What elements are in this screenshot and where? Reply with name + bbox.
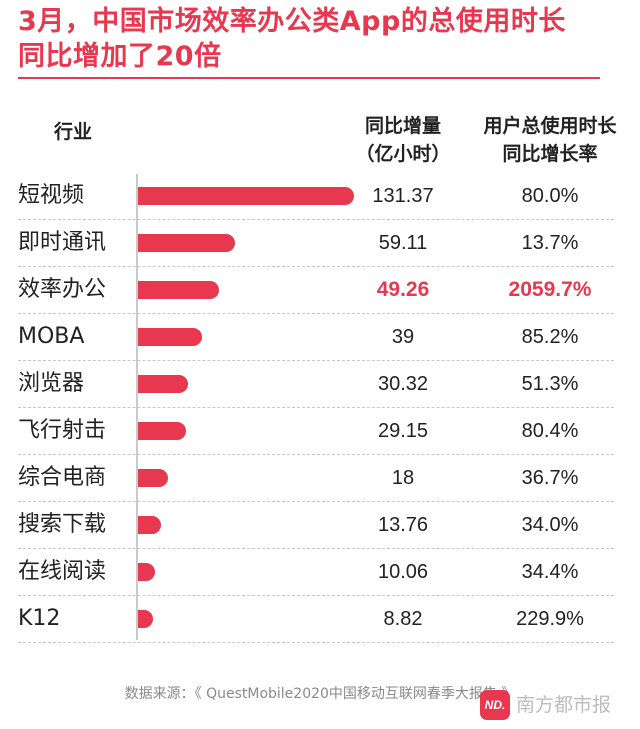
- row-divider: [18, 407, 614, 408]
- usage-value-label: 18: [391, 467, 415, 489]
- category-label: MOBA: [18, 324, 85, 349]
- column-header-usage-line-2: （亿小时）: [355, 143, 451, 165]
- category-label: 浏览器: [18, 371, 85, 396]
- bar-8: [138, 563, 155, 581]
- row-divider: [18, 595, 614, 596]
- usage-value-label: 49.26: [376, 278, 430, 301]
- category-label: 在线阅读: [18, 559, 107, 584]
- growth-value-label: 85.2%: [521, 326, 579, 348]
- category-label: 即时通讯: [18, 230, 107, 255]
- usage-value-label: 29.15: [377, 420, 429, 442]
- bar-5: [138, 422, 186, 440]
- growth-value-label: 36.7%: [521, 467, 579, 489]
- category-label: 搜索下载: [18, 512, 107, 537]
- bar-0: [138, 187, 354, 205]
- column-header-growth: 用户总使用时长 同比增长率: [470, 112, 630, 168]
- category-label: 飞行射击: [18, 418, 107, 443]
- usage-value-label: 10.06: [377, 561, 429, 583]
- category-label: K12: [18, 606, 61, 631]
- category-label: 短视频: [18, 183, 85, 208]
- growth-value-label: 13.7%: [521, 232, 579, 254]
- title-line-2: 同比增加了20倍: [18, 41, 222, 72]
- usage-value-label: 8.82: [383, 608, 423, 630]
- row-divider: [18, 548, 614, 549]
- source-note: 数据来源：《 QuestMobile2020中国移动互联网春季大报告 》: [124, 686, 516, 702]
- column-header-growth-line-2: 同比增长率: [502, 143, 598, 165]
- bar-3: [138, 328, 203, 346]
- growth-value-label: 80.4%: [521, 420, 579, 442]
- category-label: 效率办公: [18, 277, 107, 302]
- growth-value-label: 80.0%: [521, 185, 579, 207]
- growth-value-label: 2059.7%: [508, 278, 592, 301]
- bar-6: [138, 469, 168, 487]
- bar-2: [138, 281, 219, 299]
- title-divider: [18, 77, 600, 79]
- usage-value-label: 39: [391, 326, 415, 348]
- growth-value-label: 34.4%: [521, 561, 579, 583]
- row-divider: [18, 360, 614, 361]
- title-line-1: 3月，中国市场效率办公类App的总使用时长: [18, 6, 566, 37]
- column-header-usage-line-1: 同比增量: [364, 115, 441, 137]
- watermark-logo: ND.: [480, 690, 510, 720]
- row-divider: [18, 642, 614, 643]
- chart-title: 3月，中国市场效率办公类App的总使用时长 同比增加了20倍: [18, 4, 618, 74]
- column-header-usage: 同比增量 （亿小时）: [338, 112, 468, 168]
- column-header-growth-line-1: 用户总使用时长: [483, 115, 617, 137]
- column-header-industry: 行业: [54, 121, 93, 143]
- row-divider: [18, 454, 614, 455]
- watermark-text: 南方都市报: [516, 694, 612, 716]
- growth-value-label: 34.0%: [521, 514, 579, 536]
- usage-value-label: 59.11: [378, 232, 428, 254]
- growth-value-label: 229.9%: [516, 608, 584, 630]
- bar-1: [138, 234, 236, 252]
- row-divider: [18, 266, 614, 267]
- category-label: 综合电商: [18, 465, 107, 490]
- usage-value-label: 131.37: [372, 185, 434, 207]
- bar-4: [138, 375, 188, 393]
- growth-value-label: 51.3%: [521, 373, 579, 395]
- row-divider: [18, 501, 614, 502]
- row-divider: [18, 219, 614, 220]
- usage-value-label: 30.32: [377, 373, 429, 395]
- usage-value-label: 13.76: [377, 514, 429, 536]
- bar-7: [138, 516, 161, 534]
- row-divider: [18, 313, 614, 314]
- bar-9: [138, 610, 153, 628]
